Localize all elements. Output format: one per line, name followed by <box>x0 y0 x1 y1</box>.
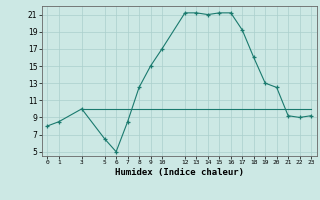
X-axis label: Humidex (Indice chaleur): Humidex (Indice chaleur) <box>115 168 244 177</box>
